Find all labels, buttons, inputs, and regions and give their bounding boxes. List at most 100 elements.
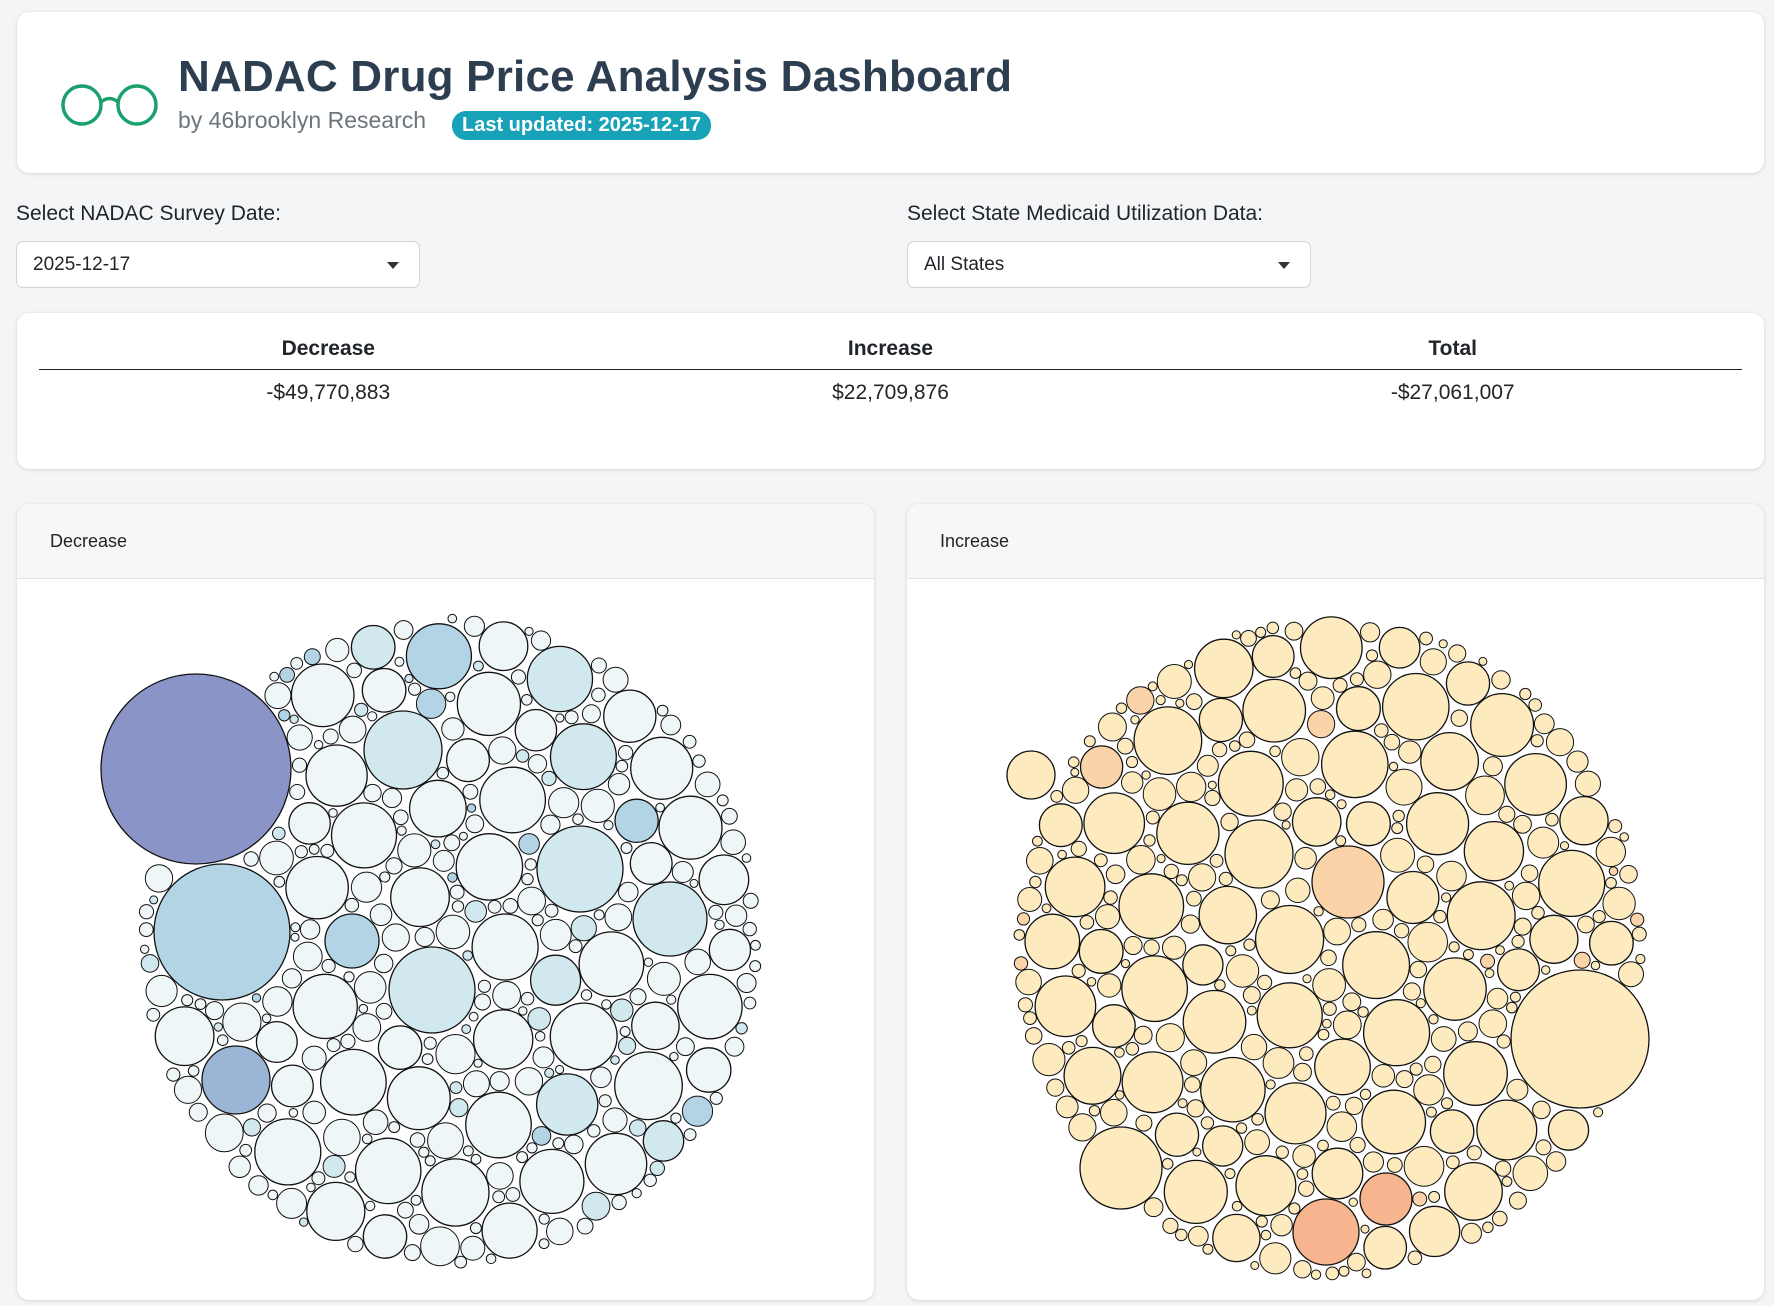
decrease-bubble[interactable]: [463, 615, 485, 637]
increase-bubble[interactable]: [1362, 999, 1431, 1067]
increase-bubble[interactable]: [1231, 1200, 1243, 1212]
decrease-bubble[interactable]: [541, 770, 557, 786]
increase-bubble[interactable]: [1347, 1252, 1366, 1272]
decrease-bubble[interactable]: [492, 1190, 506, 1204]
increase-bubble[interactable]: [1619, 865, 1638, 884]
increase-bubble[interactable]: [1506, 1078, 1529, 1101]
decrease-bubble[interactable]: [346, 662, 363, 679]
increase-bubble[interactable]: [1242, 678, 1307, 743]
increase-bubble[interactable]: [1024, 913, 1081, 970]
increase-bubble[interactable]: [1293, 1260, 1312, 1279]
decrease-bubble[interactable]: [670, 1112, 682, 1124]
increase-bubble[interactable]: [1180, 1049, 1208, 1077]
increase-bubble[interactable]: [1240, 1033, 1268, 1061]
increase-bubble[interactable]: [1061, 1041, 1076, 1055]
decrease-bubble[interactable]: [458, 831, 468, 841]
decrease-bubble[interactable]: [289, 784, 306, 800]
decrease-bubble[interactable]: [421, 1053, 434, 1066]
increase-bubble[interactable]: [1395, 1070, 1414, 1089]
increase-bubble[interactable]: [1299, 1046, 1314, 1062]
decrease-bubble[interactable]: [510, 669, 527, 685]
decrease-bubble[interactable]: [228, 1155, 251, 1178]
decrease-bubble[interactable]: [267, 1189, 279, 1201]
decrease-bubble[interactable]: [388, 946, 476, 1034]
increase-bubble[interactable]: [1024, 1027, 1043, 1045]
increase-bubble[interactable]: [1463, 820, 1525, 882]
increase-bubble[interactable]: [1038, 803, 1083, 848]
increase-bubble[interactable]: [1588, 920, 1634, 966]
increase-bubble[interactable]: [1057, 849, 1067, 860]
decrease-bubble[interactable]: [548, 787, 580, 819]
increase-bubble[interactable]: [1044, 856, 1106, 918]
increase-bubble[interactable]: [1631, 926, 1647, 942]
increase-bubble[interactable]: [1243, 938, 1256, 951]
decrease-bubble[interactable]: [721, 807, 738, 825]
decrease-bubble[interactable]: [447, 872, 458, 883]
increase-bubble[interactable]: [1374, 723, 1389, 738]
decrease-bubble[interactable]: [362, 1109, 389, 1136]
decrease-bubble[interactable]: [709, 1091, 723, 1105]
increase-bubble[interactable]: [1484, 968, 1495, 979]
increase-bubble[interactable]: [1492, 1210, 1508, 1227]
decrease-bubble[interactable]: [555, 713, 565, 723]
decrease-bubble[interactable]: [468, 1011, 479, 1022]
increase-bubble[interactable]: [1285, 778, 1309, 802]
increase-bubble[interactable]: [1255, 1215, 1268, 1228]
decrease-bubble[interactable]: [465, 1091, 532, 1159]
increase-bubble[interactable]: [1302, 974, 1312, 984]
increase-bubble[interactable]: [1547, 1109, 1590, 1151]
increase-bubble[interactable]: [1429, 1109, 1475, 1154]
decrease-bubble[interactable]: [299, 1217, 309, 1227]
increase-bubble[interactable]: [1125, 1042, 1140, 1056]
increase-bubble[interactable]: [1574, 770, 1602, 797]
decrease-bubble[interactable]: [741, 853, 752, 863]
decrease-bubble[interactable]: [649, 1160, 665, 1176]
increase-bubble[interactable]: [1155, 1023, 1185, 1053]
increase-bubble[interactable]: [1260, 1229, 1272, 1241]
decrease-bubble[interactable]: [646, 961, 681, 996]
decrease-bubble[interactable]: [724, 904, 748, 927]
increase-bubble[interactable]: [1063, 1046, 1122, 1105]
increase-bubble[interactable]: [1224, 1168, 1236, 1180]
decrease-bubble[interactable]: [409, 1132, 426, 1148]
decrease-bubble[interactable]: [694, 771, 721, 798]
increase-bubble[interactable]: [1363, 660, 1392, 689]
increase-bubble[interactable]: [1388, 761, 1399, 772]
increase-bubble[interactable]: [1211, 741, 1228, 758]
decrease-bubble[interactable]: [487, 899, 502, 914]
decrease-bubble[interactable]: [344, 1171, 356, 1183]
increase-bubble[interactable]: [1332, 677, 1348, 693]
decrease-bubble[interactable]: [386, 1066, 451, 1131]
decrease-bubble[interactable]: [454, 1255, 468, 1269]
decrease-bubble[interactable]: [243, 851, 259, 867]
decrease-bubble[interactable]: [677, 973, 743, 1040]
decrease-bubble[interactable]: [643, 1173, 657, 1187]
decrease-bubble[interactable]: [682, 734, 697, 749]
increase-bubble[interactable]: [1156, 664, 1192, 699]
decrease-bubble[interactable]: [201, 1045, 271, 1115]
decrease-bubble[interactable]: [698, 854, 750, 906]
decrease-bubble[interactable]: [262, 986, 293, 1017]
decrease-bubble[interactable]: [299, 919, 321, 940]
increase-bubble[interactable]: [1200, 1056, 1266, 1123]
decrease-bubble[interactable]: [477, 979, 491, 993]
increase-bubble[interactable]: [1409, 960, 1428, 979]
increase-bubble[interactable]: [1017, 887, 1043, 912]
decrease-bubble[interactable]: [607, 773, 631, 796]
increase-bubble[interactable]: [1257, 974, 1273, 990]
increase-bubble[interactable]: [1385, 768, 1423, 806]
increase-bubble[interactable]: [1218, 871, 1233, 886]
decrease-bubble[interactable]: [388, 1121, 401, 1134]
increase-bubble[interactable]: [1097, 712, 1127, 742]
decrease-bubble[interactable]: [615, 759, 629, 773]
decrease-bubble[interactable]: [427, 1122, 464, 1159]
decrease-bubble[interactable]: [251, 993, 262, 1003]
increase-bubble[interactable]: [1448, 941, 1460, 953]
decrease-bubble[interactable]: [602, 1107, 628, 1133]
increase-bubble[interactable]: [1061, 776, 1090, 804]
decrease-bubble[interactable]: [469, 1222, 482, 1235]
decrease-bubble[interactable]: [205, 1001, 224, 1021]
decrease-bubble[interactable]: [643, 957, 654, 967]
decrease-bubble[interactable]: [473, 1058, 483, 1068]
increase-bubble[interactable]: [1240, 630, 1257, 647]
